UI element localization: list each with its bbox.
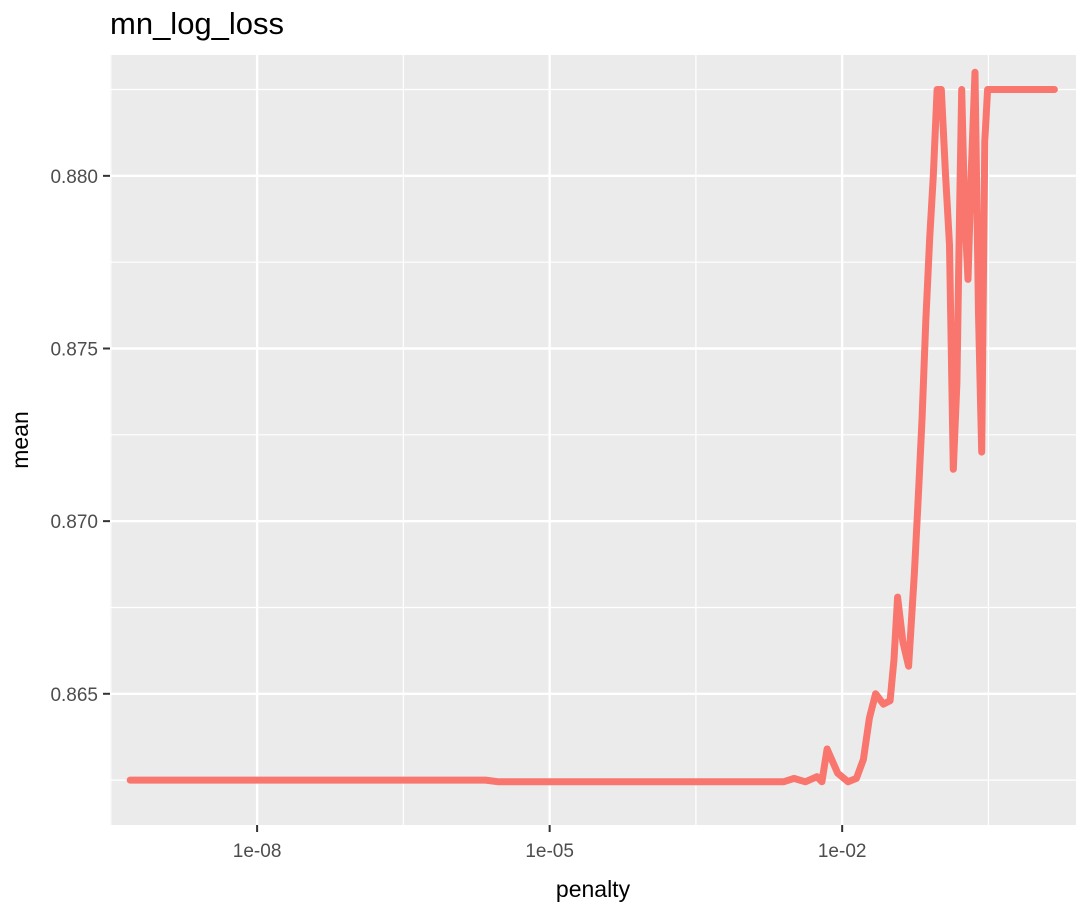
y-tick-label: 0.875 xyxy=(50,339,98,360)
x-tick-label: 1e-02 xyxy=(818,841,867,862)
y-tick-label: 0.865 xyxy=(50,685,98,706)
series-layer xyxy=(126,68,1058,786)
y-tick-label: 0.880 xyxy=(50,167,98,188)
x-tick-label: 1e-08 xyxy=(233,841,282,862)
y-tick-label: 0.870 xyxy=(50,512,98,533)
x-axis: 1e-08 1e-05 1e-02 xyxy=(233,825,867,862)
y-axis-title: mean xyxy=(7,411,33,469)
major-gridlines xyxy=(110,55,1076,825)
chart-title: mn_log_loss xyxy=(110,6,285,41)
y-axis: 0.865 0.870 0.875 0.880 xyxy=(50,167,110,706)
x-axis-title: penalty xyxy=(556,876,631,902)
series-line xyxy=(126,68,1058,786)
plot-panel xyxy=(110,55,1076,825)
x-tick-label: 1e-05 xyxy=(525,841,574,862)
